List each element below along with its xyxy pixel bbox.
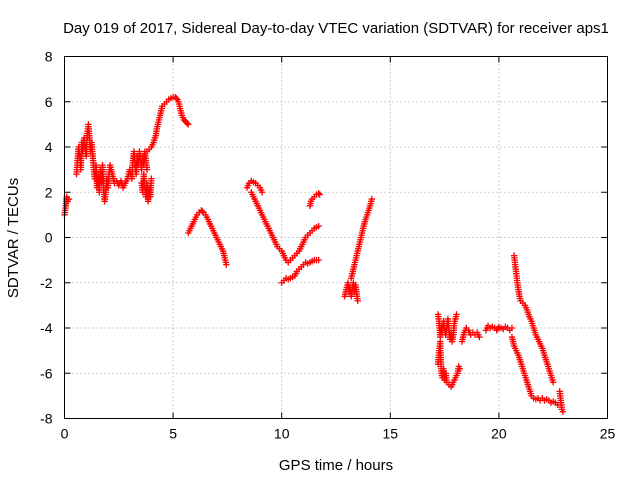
y-tick-label: -6	[40, 365, 53, 381]
data-point-plus	[315, 190, 322, 197]
data-point-plus	[143, 166, 151, 173]
data-point-plus	[550, 379, 557, 386]
data-point-plus	[148, 175, 155, 182]
data-point-plus	[185, 121, 192, 128]
chart-title: Day 019 of 2017, Sidereal Day-to-day VTE…	[63, 20, 609, 37]
y-axis-title: SDTVAR / TECUs	[5, 178, 22, 298]
data-point-plus	[199, 208, 206, 215]
data-marks	[61, 94, 567, 415]
x-tick-labels: 0 5 10 15 20 25	[61, 426, 616, 442]
data-point-plus	[316, 191, 323, 198]
axis-ticks	[64, 56, 608, 419]
y-tick-label: 6	[45, 94, 53, 110]
y-tick-label: -8	[40, 411, 53, 427]
data-point-plus	[354, 297, 361, 305]
data-point-plus	[476, 333, 483, 341]
data-point-plus	[223, 261, 230, 268]
y-tick-label: 2	[45, 184, 53, 200]
x-tick-label: 0	[61, 426, 69, 442]
x-tick-label: 5	[169, 426, 177, 442]
x-tick-label: 25	[600, 426, 616, 442]
data-point-plus	[315, 256, 322, 264]
data-point-plus	[173, 95, 180, 102]
data-point-plus	[184, 120, 191, 127]
x-tick-label: 10	[274, 426, 290, 442]
y-tick-label: 4	[45, 139, 53, 155]
data-point-plus	[258, 189, 266, 196]
data-point-plus	[453, 311, 460, 318]
y-tick-label: -4	[40, 320, 53, 336]
grid-lines	[64, 56, 608, 419]
y-tick-label: -2	[40, 275, 53, 291]
y-tick-label: 0	[45, 230, 53, 246]
x-axis-title: GPS time / hours	[279, 457, 393, 474]
x-tick-label: 20	[491, 426, 507, 442]
data-point-plus	[368, 195, 376, 203]
data-point-plus	[559, 408, 567, 415]
data-point-plus	[65, 195, 73, 203]
plot-frame	[64, 56, 608, 419]
data-point-plus	[508, 324, 516, 332]
y-tick-label: 8	[45, 49, 53, 65]
data-point-plus	[315, 222, 322, 230]
data-point-plus	[456, 365, 464, 372]
x-tick-label: 15	[383, 426, 399, 442]
y-tick-labels: 8 6 4 2 0 -2 -4 -6 -8	[40, 49, 53, 427]
